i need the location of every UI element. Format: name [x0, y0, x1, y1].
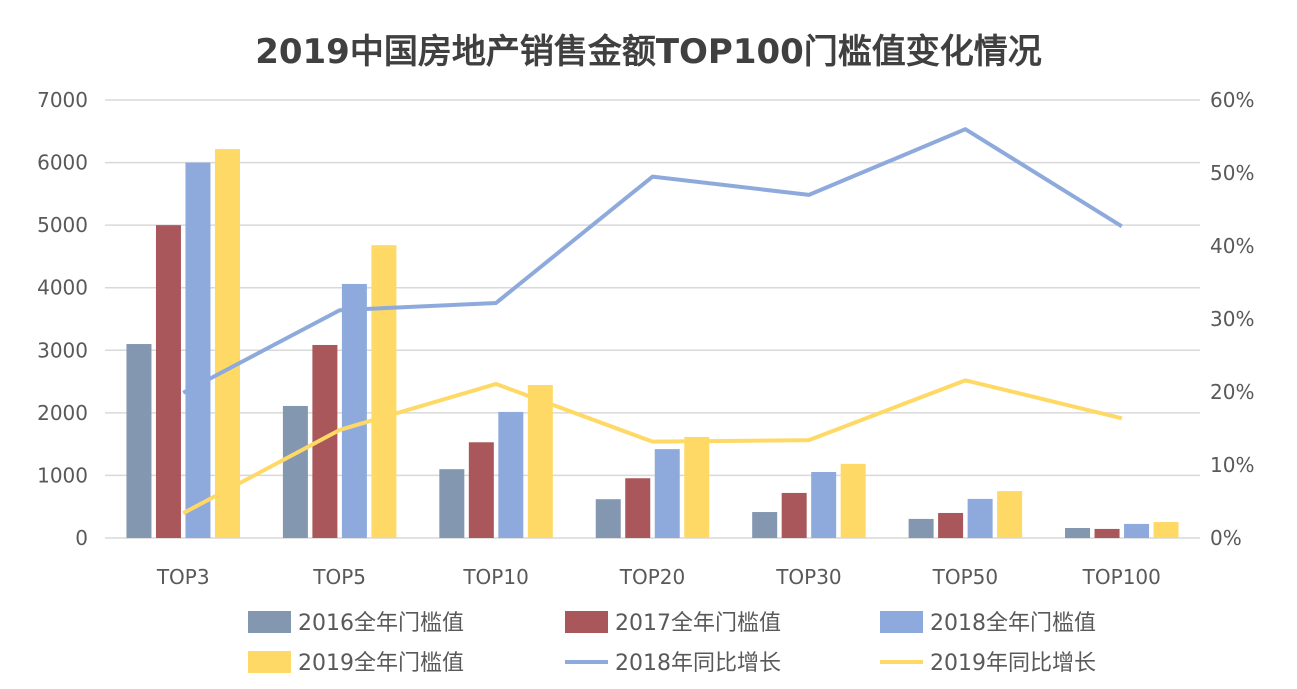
line-series: [182, 378, 1123, 515]
bar: [840, 463, 866, 538]
bar: [781, 492, 807, 538]
x-tick-label: TOP20: [619, 565, 685, 589]
bar: [625, 478, 651, 538]
legend-label: 2019年同比增长: [930, 651, 1096, 676]
bar: [498, 411, 524, 538]
legend-swatch: [248, 651, 291, 673]
bar: [185, 162, 211, 539]
bar: [1094, 528, 1120, 538]
y-left-tick-label: 1000: [37, 463, 88, 487]
x-tick-label: TOP30: [775, 565, 841, 589]
y-left-tick-label: 2000: [37, 401, 88, 425]
legend-label: 2017全年门槛值: [615, 611, 781, 636]
line-series: [182, 127, 1123, 395]
legend-label: 2018年同比增长: [615, 651, 781, 676]
legend-swatch: [248, 611, 291, 633]
y-right-tick-label: 20%: [1210, 380, 1254, 404]
bar: [654, 449, 680, 538]
y-right-tick-label: 10%: [1210, 453, 1254, 477]
bar: [126, 344, 152, 538]
y-right-tick-label: 0%: [1210, 526, 1242, 550]
y-right-tick-label: 60%: [1210, 88, 1254, 112]
y-left-tick-label: 4000: [37, 276, 88, 300]
bar: [811, 471, 837, 538]
y-left-tick-label: 7000: [37, 88, 88, 112]
y-right-tick-label: 40%: [1210, 234, 1254, 258]
bar: [1153, 522, 1179, 538]
bar: [967, 498, 993, 538]
bar: [684, 436, 710, 538]
x-tick-label: TOP10: [462, 565, 528, 589]
bar: [155, 225, 181, 538]
legend-swatch: [880, 611, 923, 633]
chart-title: 2019中国房地产销售金额TOP100门槛值变化情况: [255, 32, 1042, 72]
legend-swatch: [565, 611, 608, 633]
bar: [1065, 527, 1091, 538]
x-tick-label: TOP5: [312, 565, 366, 589]
bar: [527, 385, 553, 538]
bar: [371, 245, 397, 538]
bar: [752, 512, 778, 538]
y-left-tick-label: 3000: [37, 338, 88, 362]
legend-label: 2018全年门槛值: [930, 611, 1096, 636]
legend-label: 2016全年门槛值: [298, 611, 464, 636]
bar: [468, 442, 494, 538]
bar: [997, 491, 1023, 538]
bar: [1124, 523, 1150, 538]
x-tick-label: TOP3: [156, 565, 210, 589]
y-right-tick-label: 50%: [1210, 161, 1254, 185]
bar: [282, 405, 308, 538]
bar: [908, 518, 934, 538]
y-right-tick-label: 30%: [1210, 307, 1254, 331]
y-left-tick-label: 5000: [37, 213, 88, 237]
bar: [595, 499, 621, 538]
bar: [214, 149, 240, 538]
bar: [439, 469, 465, 538]
bar: [341, 283, 367, 538]
x-tick-label: TOP50: [932, 565, 998, 589]
y-left-tick-label: 0: [75, 526, 88, 550]
bar: [938, 512, 964, 538]
y-left-tick-label: 6000: [37, 151, 88, 175]
x-tick-label: TOP100: [1082, 565, 1161, 589]
legend-label: 2019全年门槛值: [298, 651, 464, 676]
